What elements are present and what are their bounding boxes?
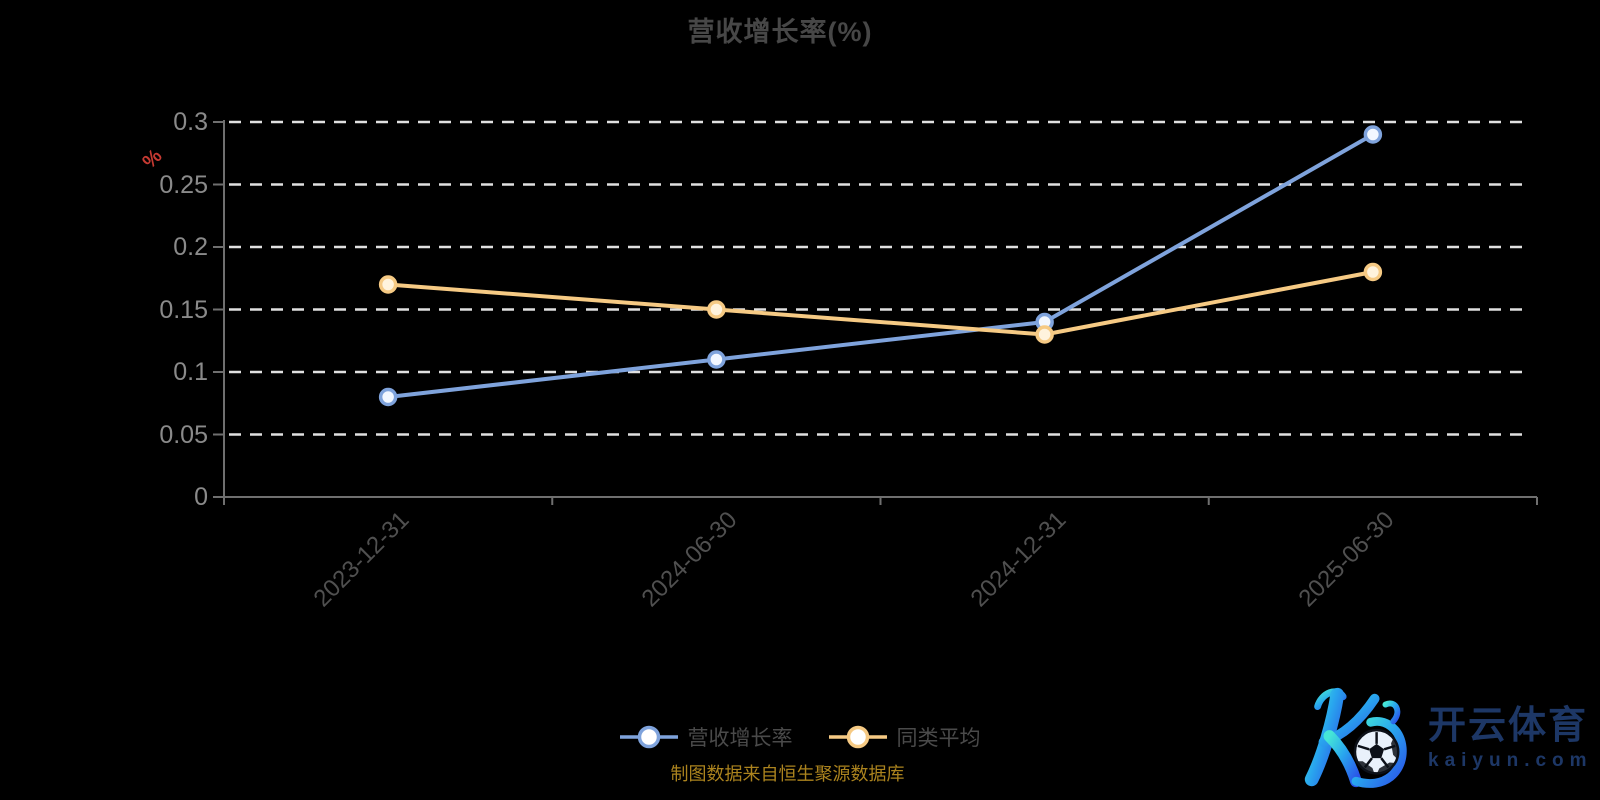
data-point[interactable] — [1363, 262, 1383, 282]
legend-marker-icon — [619, 725, 678, 749]
legend-label: 同类平均 — [896, 727, 981, 750]
watermark-text-block: 开云体育 kaiyun.com — [1428, 705, 1593, 772]
series-line-revenue-growth — [386, 132, 1375, 399]
kaiyun-watermark: 开云体育 kaiyun.com — [1294, 678, 1593, 798]
chart-legend: 营收增长率 同类平均 — [0, 722, 1600, 752]
data-point[interactable] — [1363, 125, 1383, 144]
chart-title: 营收增长率(%) — [687, 17, 873, 47]
y-tick-label: 0.05 — [159, 420, 208, 449]
data-source-note: 制图数据来自恒生聚源数据库 — [670, 764, 905, 784]
y-tick-label: 0.3 — [173, 108, 208, 136]
legend-item-revenue-growth[interactable]: 营收增长率 — [619, 722, 793, 752]
data-point[interactable] — [707, 300, 726, 319]
data-point[interactable] — [707, 350, 726, 369]
watermark-brand-text: 开云体育 — [1428, 704, 1589, 747]
legend-item-peer-average[interactable]: 同类平均 — [828, 722, 981, 752]
data-point[interactable] — [1035, 325, 1054, 344]
legend-label: 营收增长率 — [687, 727, 793, 750]
soccer-ball-icon — [1353, 728, 1400, 775]
data-point[interactable] — [378, 387, 398, 407]
kaiyun-logo-icon — [1304, 687, 1407, 788]
line-chart-plot — [213, 120, 1538, 505]
watermark-domain-text: kaiyun.com — [1428, 749, 1593, 771]
data-point[interactable] — [378, 275, 398, 294]
y-tick-label: 0.1 — [173, 358, 208, 386]
y-tick-label: 0.15 — [159, 295, 208, 324]
y-tick-label: 0.2 — [173, 233, 208, 261]
legend-marker-icon — [828, 725, 887, 749]
y-tick-label: 0 — [194, 483, 208, 511]
y-tick-label: 0.25 — [159, 170, 208, 199]
series-line-peer-average — [386, 270, 1375, 337]
